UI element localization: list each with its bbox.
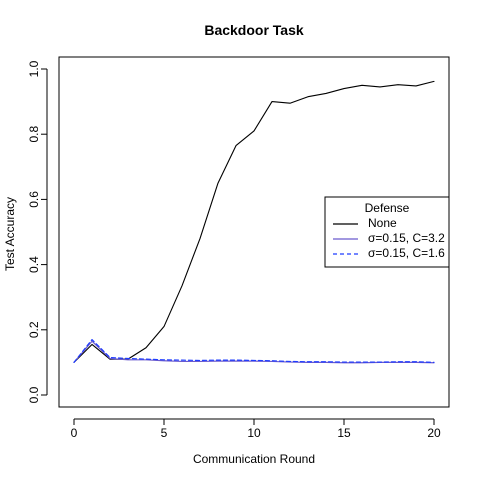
chart-title: Backdoor Task — [204, 22, 304, 38]
series-line-2 — [73, 340, 435, 364]
series-line-1 — [73, 80, 435, 363]
x-axis-label: Communication Round — [193, 452, 315, 466]
legend-label-1: None — [368, 216, 397, 230]
x-axis: 0 5 10 15 20 — [71, 418, 441, 440]
series-line-3 — [73, 338, 435, 363]
y-axis-label: Test Accuracy — [3, 197, 17, 271]
y-tick-label: 0.6 — [27, 191, 41, 208]
x-tick-label: 5 — [161, 426, 168, 440]
legend-label-3: σ=0.15, C=1.6 — [368, 246, 445, 260]
x-tick-label: 10 — [247, 426, 261, 440]
y-tick-label: 0.2 — [27, 321, 41, 338]
y-tick-label: 0.0 — [27, 386, 41, 403]
series-layer — [73, 80, 435, 364]
x-tick-label: 0 — [71, 426, 78, 440]
y-tick-label: 0.4 — [27, 256, 41, 273]
legend-label-2: σ=0.15, C=3.2 — [368, 231, 445, 245]
x-tick-label: 15 — [337, 426, 351, 440]
y-tick-label: 0.8 — [27, 126, 41, 143]
legend-title: Defense — [365, 201, 410, 215]
legend-box — [324, 196, 450, 268]
x-tick-label: 20 — [427, 426, 441, 440]
y-tick-label: 1.0 — [27, 60, 41, 77]
y-axis: 0.0 0.2 0.4 0.6 0.8 1.0 — [27, 60, 48, 403]
